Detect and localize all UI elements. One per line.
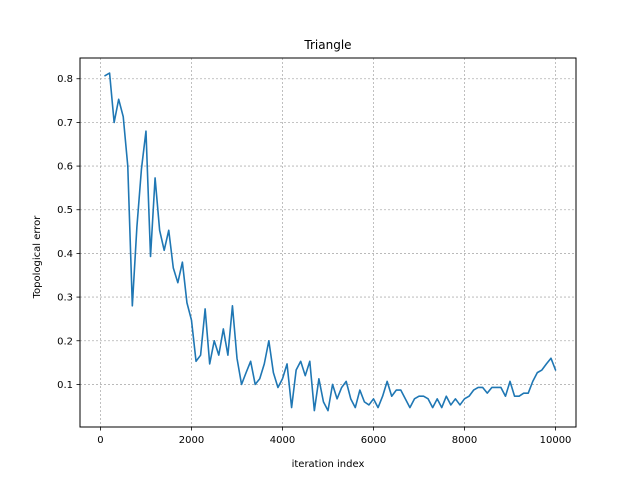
chart-title: Triangle: [303, 38, 351, 52]
y-gridlines: [80, 78, 576, 385]
y-tick-label: 0.2: [57, 336, 73, 347]
x-tick-label: 6000: [361, 435, 386, 446]
y-tick-label: 0.5: [57, 205, 73, 216]
x-tick-label: 2000: [179, 435, 204, 446]
x-tick-label: 8000: [452, 435, 477, 446]
y-axis-ticks: 0.1 0.2 0.3 0.4 0.5 0.6 0.7 0.8: [57, 74, 80, 391]
y-tick-label: 0.1: [57, 380, 73, 391]
y-axis-label: Topological error: [32, 215, 43, 300]
series-line: [104, 72, 557, 412]
series-layer: [104, 72, 557, 412]
y-tick-label: 0.3: [57, 293, 73, 304]
x-axis-ticks: 0 2000 4000 6000 8000 10000: [97, 427, 571, 446]
x-axis-label: iteration index: [292, 459, 365, 470]
x-gridlines: [100, 58, 556, 427]
x-tick-label: 10000: [540, 435, 572, 446]
plot-area-frame: [79, 57, 577, 428]
y-tick-label: 0.4: [57, 249, 73, 260]
y-tick-label: 0.7: [57, 118, 73, 129]
y-tick-label: 0.8: [57, 74, 73, 85]
y-tick-label: 0.6: [57, 162, 73, 173]
x-tick-label: 4000: [270, 435, 295, 446]
x-tick-label: 0: [97, 435, 103, 446]
